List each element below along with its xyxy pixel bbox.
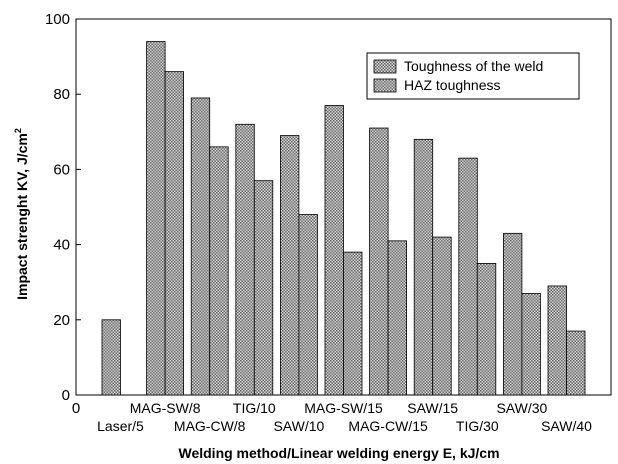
x-category-label: Laser/5 [97, 418, 144, 434]
x-category-label: SAW/40 [541, 418, 592, 434]
bar-weld-mag-sw-8 [146, 41, 166, 396]
bar-haz-saw-30 [521, 293, 541, 396]
bar-haz-tig-30 [476, 262, 497, 396]
bar-weld-saw-10 [279, 135, 300, 396]
bar-haz-tig-10 [253, 180, 274, 396]
y-tick-label: 0 [62, 387, 70, 404]
y-axis-ticks: 0 20 40 60 80 100 [45, 11, 81, 404]
legend-swatch [373, 59, 397, 74]
y-axis-title-superscript: 2 [13, 128, 23, 133]
bar-weld-saw-30 [502, 232, 523, 396]
x-category-label: TIG/10 [233, 400, 276, 416]
bar-weld-saw-15 [413, 138, 434, 396]
x-category-label: MAG-SW/15 [304, 400, 383, 416]
x-origin-label: 0 [72, 400, 80, 417]
x-category-label: MAG-SW/8 [130, 400, 201, 416]
legend: Toughness of the weld HAZ toughness [366, 52, 580, 100]
x-category-label: SAW/15 [407, 400, 458, 416]
y-tick-label: 100 [45, 11, 70, 28]
bar-weld-mag-sw-15 [324, 105, 344, 396]
bar-haz-mag-sw-8 [164, 71, 185, 396]
legend-label: Toughness of the weld [404, 58, 543, 74]
legend-label: HAZ toughness [404, 77, 501, 93]
x-category-label: TIG/30 [456, 418, 499, 434]
bar-weld-mag-cw-15 [369, 127, 389, 396]
bars-group [101, 41, 586, 396]
x-category-label: MAG-CW/15 [348, 418, 428, 434]
x-axis-category-labels: 0 Laser/5 MAG-SW/8 MAG-CW/8 TIG/10 SAW/10 MAG-… [72, 400, 592, 434]
bar-weld-tig-30 [458, 157, 478, 396]
bar-weld-tig-10 [235, 123, 255, 396]
y-tick-label: 20 [53, 312, 70, 329]
y-axis-title: Impact strenght KV, J/cm2 [13, 128, 30, 300]
x-category-label: MAG-CW/8 [174, 418, 246, 434]
bar-haz-mag-cw-8 [209, 146, 229, 396]
bar-haz-saw-40 [566, 330, 586, 396]
x-category-label: SAW/10 [273, 418, 324, 434]
legend-box [366, 52, 580, 100]
y-tick-label: 40 [53, 237, 70, 254]
bar-weld-mag-cw-8 [190, 97, 211, 396]
bar-haz-mag-sw-15 [343, 251, 363, 396]
bar-weld-saw-40 [547, 285, 567, 396]
legend-swatch [373, 78, 397, 93]
y-axis-title-main: Impact strenght KV, J/cm [14, 133, 30, 300]
x-category-label: SAW/30 [496, 400, 547, 416]
y-tick-label: 80 [53, 86, 70, 103]
bar-haz-saw-10 [298, 214, 318, 396]
bar-haz-saw-15 [432, 236, 452, 396]
y-tick-label: 60 [53, 161, 70, 178]
x-axis-title: Welding method/Linear welding energy E, … [178, 445, 499, 461]
bar-weld-laser-5 [101, 319, 121, 396]
bar-haz-mag-cw-15 [387, 240, 408, 396]
